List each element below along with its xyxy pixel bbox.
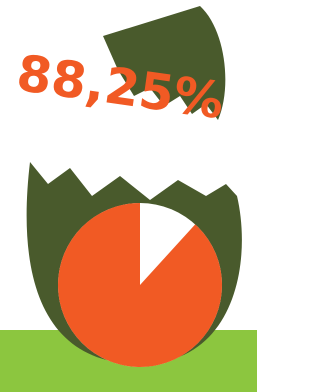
page: {"chart_data": {"type": "pie", "values":… <box>0 0 257 392</box>
pie-slice <box>58 203 222 367</box>
pie <box>58 203 222 367</box>
infographic: 88,25% <box>0 0 257 392</box>
